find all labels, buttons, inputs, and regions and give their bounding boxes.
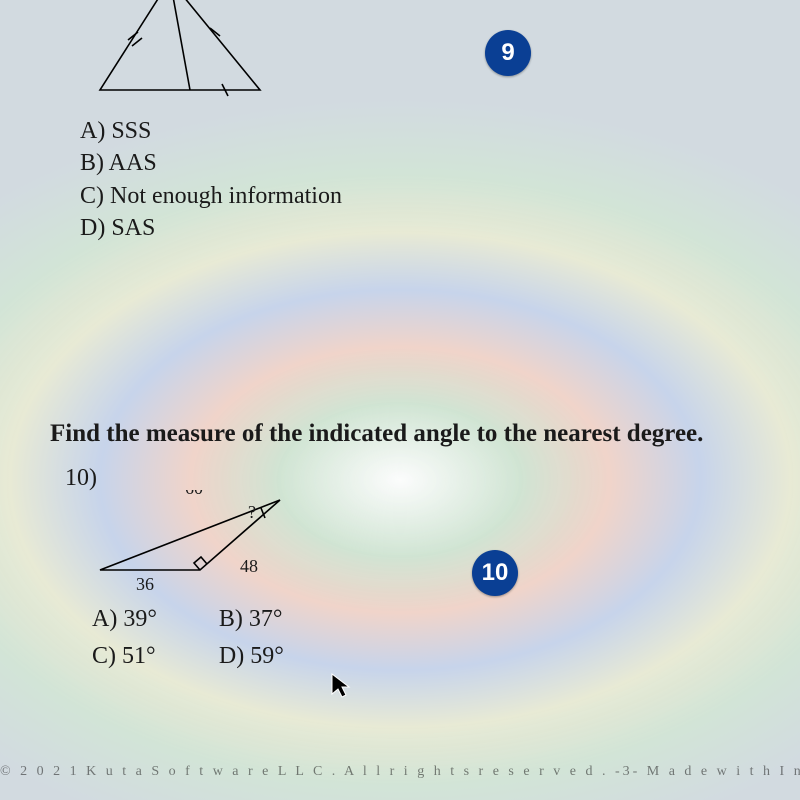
right-angle-mark	[194, 557, 207, 570]
q10-number: 10)	[65, 465, 97, 492]
q10-choice-c: C) 51°	[92, 639, 217, 674]
q9-triangle	[100, 0, 260, 90]
worksheet-page: A) SSS B) AAS C) Not enough information …	[0, 0, 800, 800]
q9-choices: A) SSS B) AAS C) Not enough information …	[80, 115, 342, 245]
badge-9-label: 9	[501, 39, 514, 67]
q10-triangle-svg: 60 36 48 ?	[90, 490, 310, 600]
q10-choice-a: A) 39°	[92, 602, 217, 637]
footer-copyright: © 2 0 2 1 K u t a S o f t w a r e L L C …	[0, 764, 800, 780]
label-48: 48	[240, 556, 258, 576]
label-angle-q: ?	[248, 502, 256, 522]
q10-choices: A) 39° B) 37° C) 51° D) 59°	[90, 600, 346, 676]
badge-10-label: 10	[482, 559, 509, 587]
q9-choice-a: A) SSS	[80, 115, 342, 147]
cursor-icon	[330, 672, 352, 705]
q9-cevian	[170, 0, 190, 90]
q9-choice-b: B) AAS	[80, 147, 342, 179]
q9-figure	[80, 0, 280, 115]
badge-10[interactable]: 10	[472, 550, 518, 596]
label-36: 36	[136, 574, 154, 594]
q10-choice-b: B) 37°	[219, 602, 344, 637]
q9-triangle-svg	[80, 0, 280, 110]
q10-header: Find the measure of the indicated angle …	[50, 420, 703, 448]
label-60: 60	[185, 490, 203, 498]
q10-figure: 60 36 48 ?	[90, 490, 310, 605]
q10-choice-d: D) 59°	[219, 639, 344, 674]
q10-choice-grid: A) 39° B) 37° C) 51° D) 59°	[90, 600, 346, 676]
badge-9[interactable]: 9	[485, 30, 531, 76]
q9-choice-d: D) SAS	[80, 212, 342, 244]
tick-mark	[132, 38, 142, 46]
q9-choice-c: C) Not enough information	[80, 180, 342, 212]
